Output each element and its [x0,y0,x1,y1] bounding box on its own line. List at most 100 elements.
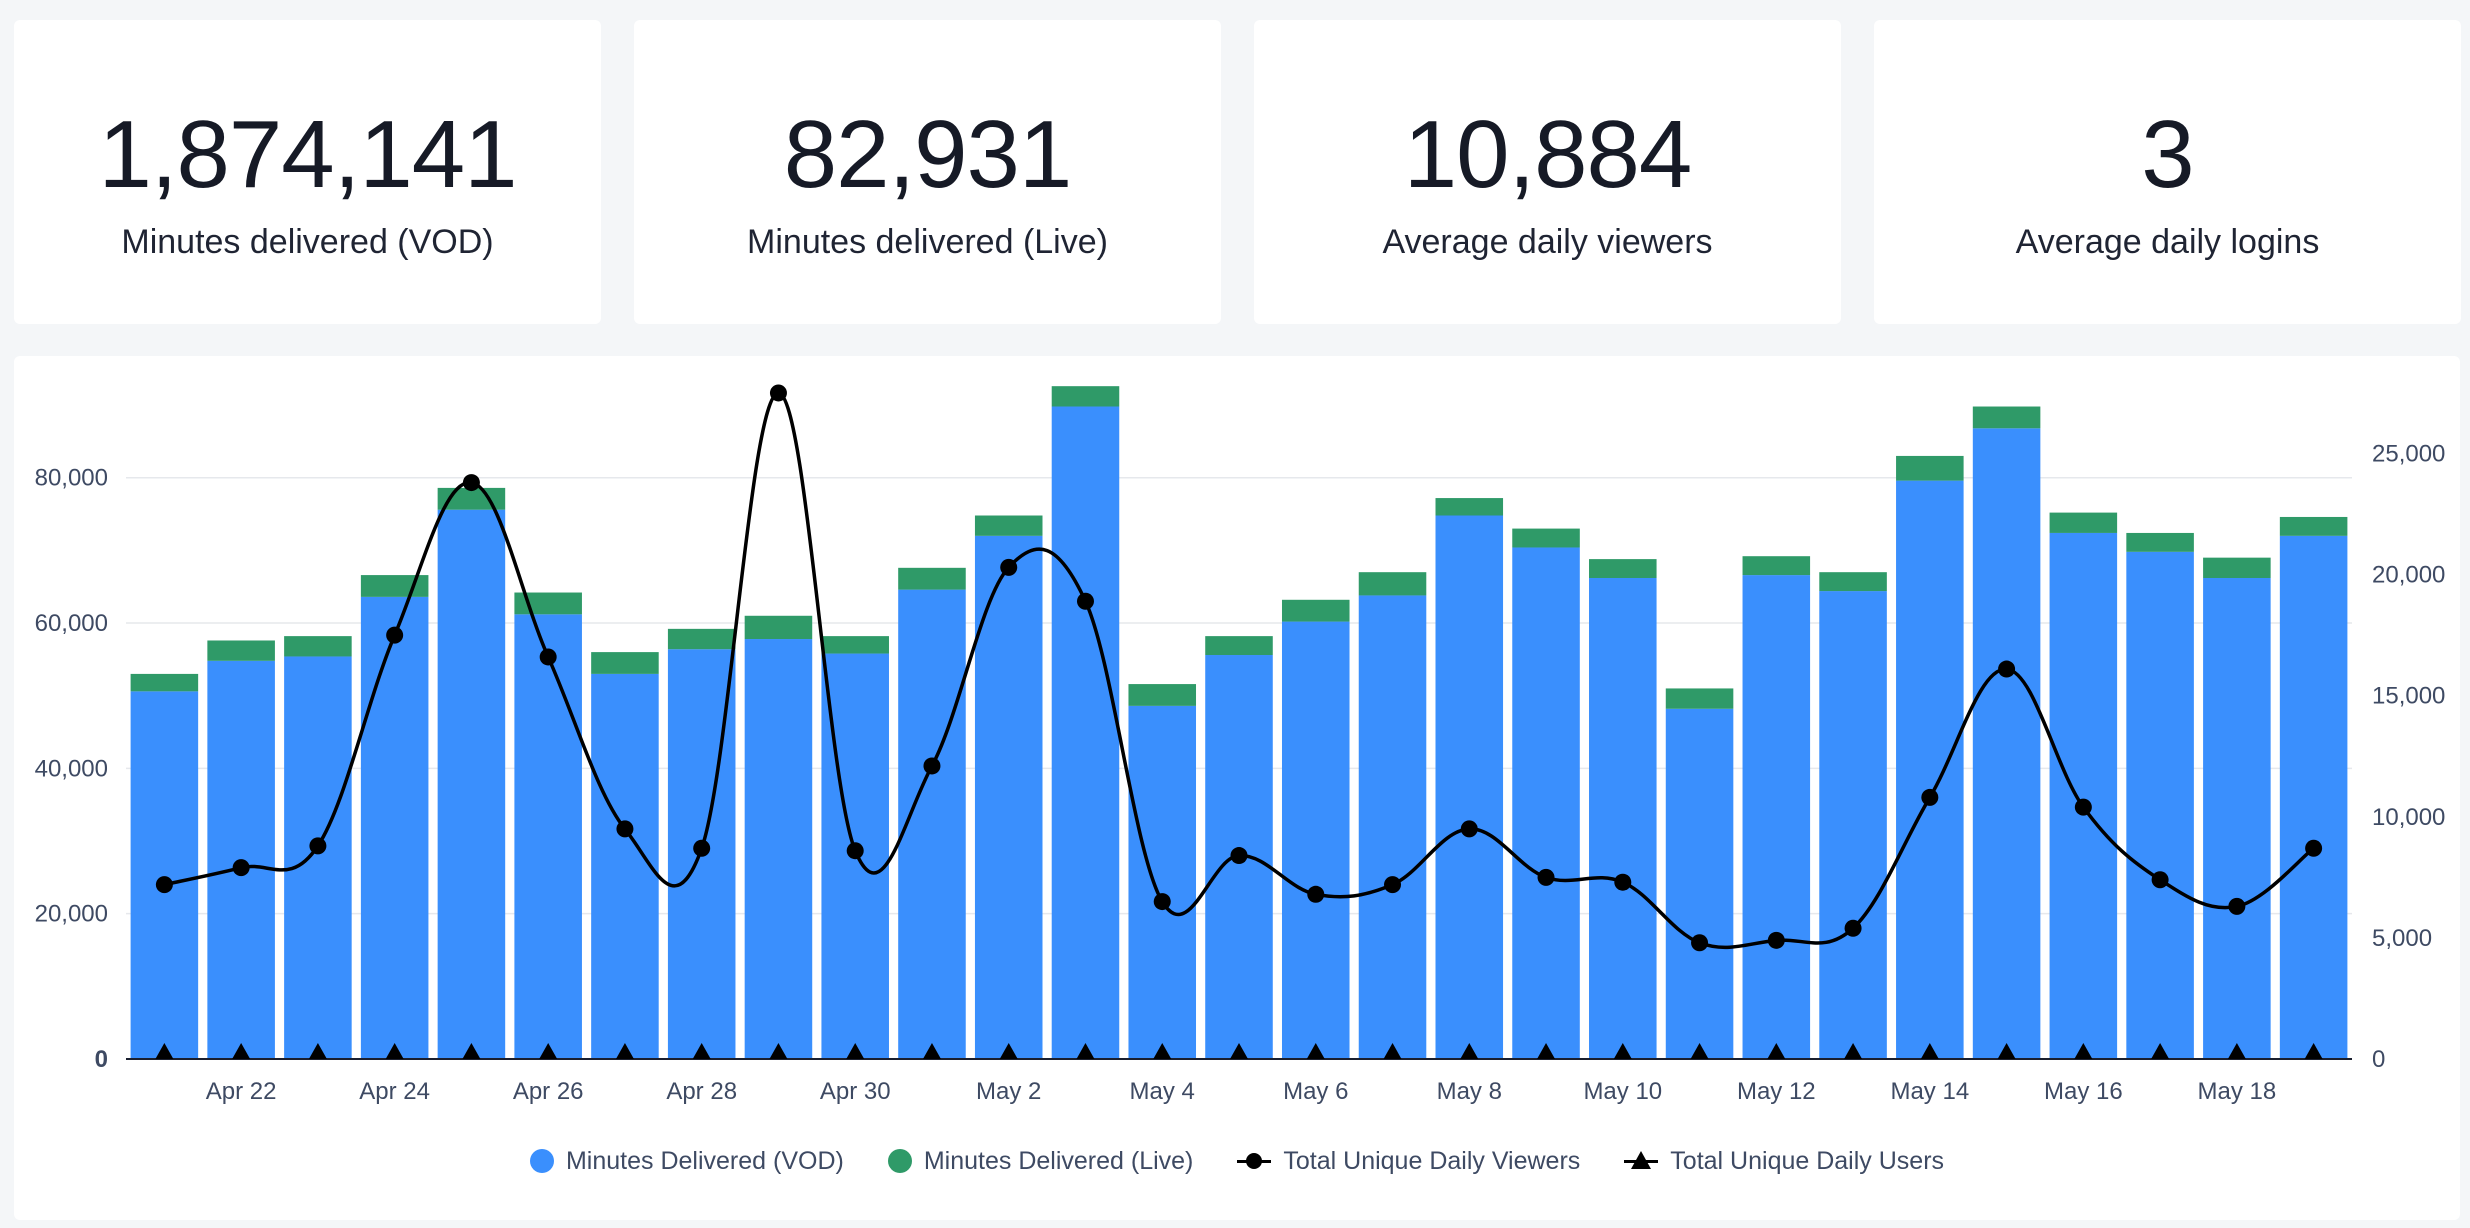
legend-vod-dot-icon [529,1149,554,1173]
legend-live-dot-icon [887,1149,912,1173]
bar-live [1051,386,1120,407]
users-marker [692,1043,711,1059]
x-tick-label: May 12 [1737,1078,1816,1105]
bar-live [1281,599,1350,622]
viewers-point [1691,934,1709,952]
bar-live [744,615,813,640]
legend-item-live[interactable]: Minutes Delivered (Live) [887,1146,1194,1176]
viewers-point [616,820,634,838]
bar-vod [284,656,352,1059]
legend-item-viewers[interactable]: Total Unique Daily Viewers [1237,1147,1580,1176]
kpi-label: Average daily viewers [1382,223,1713,261]
bar-vod [1589,577,1657,1059]
kpi-value: 82,931 [783,101,1073,208]
users-marker [2227,1043,2246,1059]
users-marker [1690,1043,1709,1059]
kpi-value: 10,884 [1403,101,1693,208]
bar-vod [2279,535,2348,1059]
users-marker [155,1043,174,1059]
users-marker [1306,1043,1325,1059]
legend-vod-label: Minutes Delivered (VOD) [565,1146,844,1175]
bar-vod [360,596,429,1059]
bar-vod [1051,406,1120,1059]
bar-vod [1819,591,1887,1059]
users-marker [1997,1043,2016,1059]
y-left-tick-label: 60,000 [35,610,108,637]
kpi-row: 1,874,141 Minutes delivered (VOD) 82,931… [14,20,2461,324]
viewers-point [1000,558,1018,576]
users-marker [1920,1043,1939,1059]
bar-vod [591,673,659,1059]
bar-vod [1896,480,1964,1060]
bar-live [1665,688,1734,709]
viewers-point [1076,592,1094,610]
bar-live [821,636,889,654]
bar-live [1819,572,1887,592]
bar-vod [1358,595,1427,1059]
x-tick-label: Apr 26 [513,1078,584,1105]
users-marker [2151,1043,2170,1059]
bar-live [2126,532,2194,552]
kpi-label: Minutes delivered (Live) [747,223,1108,261]
users-marker [232,1043,251,1059]
bar-live [591,652,659,674]
viewers-point [2228,897,2246,915]
viewers-point [462,474,480,492]
bar-live [1435,498,1504,516]
users-marker [999,1043,1018,1059]
users-marker [2074,1043,2093,1059]
kpi-label: Average daily logins [2015,223,2320,261]
legend-item-vod[interactable]: Minutes Delivered (VOD) [529,1146,844,1176]
bar-vod [2126,551,2194,1059]
bar-live [360,575,429,597]
users-marker [385,1043,404,1059]
users-marker [1767,1043,1786,1059]
viewers-point [1460,820,1478,838]
viewers-point [309,837,327,855]
users-marker [1460,1043,1479,1059]
viewers-point [1537,868,1555,886]
y-right-tick-label: 15,000 [2372,683,2445,710]
kpi-card-daily-logins: 3 Average daily logins [1874,20,2461,324]
viewers-point [2151,871,2169,889]
viewers-point [155,876,173,894]
users-marker [1844,1043,1863,1059]
bar-vod [898,589,966,1059]
x-tick-label: May 18 [2198,1078,2277,1105]
bar-live [1742,556,1811,576]
users-marker [1153,1043,1172,1059]
legend-live-label: Minutes Delivered (Live) [923,1146,1194,1175]
legend-viewers-label: Total Unique Daily Viewers [1283,1146,1581,1175]
chart-legend: Minutes Delivered (VOD) Minutes Delivere… [14,1136,2460,1186]
viewers-point [1998,660,2016,678]
viewers-point [1767,931,1785,949]
viewers-point [923,757,941,775]
bar-live [1128,684,1197,706]
bar-live [1589,559,1657,578]
x-tick-label: Apr 30 [820,1078,891,1105]
bar-live [1358,572,1427,596]
y-right-tick-label: 25,000 [2372,441,2445,468]
bar-vod [1665,708,1734,1059]
bar-vod [2203,577,2271,1059]
viewers-point [232,859,250,877]
bar-live [284,636,352,657]
kpi-label: Minutes delivered (VOD) [121,223,494,261]
users-marker [462,1043,481,1059]
viewers-point [1384,876,1402,894]
bar-live [207,640,275,661]
users-marker [1383,1043,1402,1059]
bar-live [130,673,199,692]
bar-vod [514,614,582,1059]
bar-live [1205,636,1273,656]
kpi-card-daily-viewers: 10,884 Average daily viewers [1254,20,1841,324]
kpi-card-vod-minutes: 1,874,141 Minutes delivered (VOD) [14,20,601,324]
bar-live [974,515,1043,536]
kpi-value: 3 [2141,101,2194,208]
bar-live [1972,406,2041,429]
viewers-point [1230,847,1248,865]
users-marker [1613,1043,1632,1059]
users-marker [846,1043,865,1059]
legend-item-users[interactable]: Total Unique Daily Users [1624,1147,1944,1176]
kpi-value: 1,874,141 [98,101,517,208]
